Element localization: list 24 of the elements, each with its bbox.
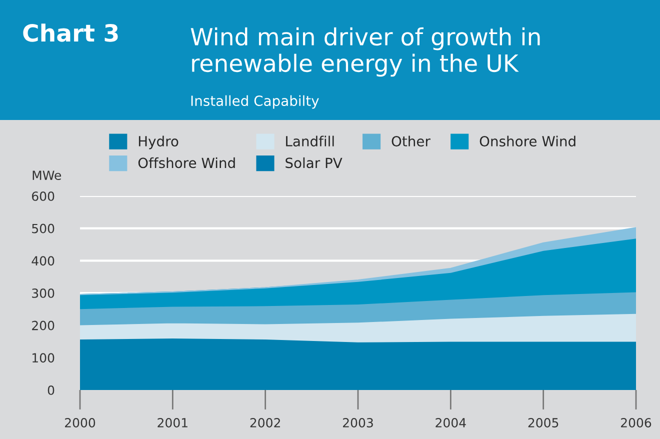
x-tick-label: 2000 [65,418,96,428]
x-tick-label: 2003 [343,418,373,428]
chart-subtitle: Installed Capabilty [191,95,319,109]
legend-label: Landfill [286,136,334,147]
x-tick-label: 2004 [436,418,466,428]
chart-title: Wind main driver of growth in renewable energy in the UK [190,27,540,77]
y-tick-label: 300 [32,288,54,298]
y-tick-label: 600 [32,191,54,201]
y-tick-label: 100 [32,353,54,363]
legend-label: Hydro [138,136,178,150]
caption: Chart 3 [23,24,118,42]
x-tick-label: 2001 [158,418,188,428]
legend-label: Offshore Wind [138,157,235,168]
y-tick-label: 500 [32,224,54,234]
y-tick-label: 0 [48,385,54,395]
x-tick-label: 2006 [621,418,652,428]
y-tick-label: 200 [32,320,54,330]
x-tick-label: 2002 [250,418,280,428]
legend-label: Other [392,136,430,147]
x-tick-label: 2005 [528,418,558,428]
y-axis-title: MWe [32,170,62,180]
legend-label: Solar PV [286,157,342,168]
legend-label: Onshore Wind [480,136,576,147]
y-tick-label: 400 [32,256,54,266]
